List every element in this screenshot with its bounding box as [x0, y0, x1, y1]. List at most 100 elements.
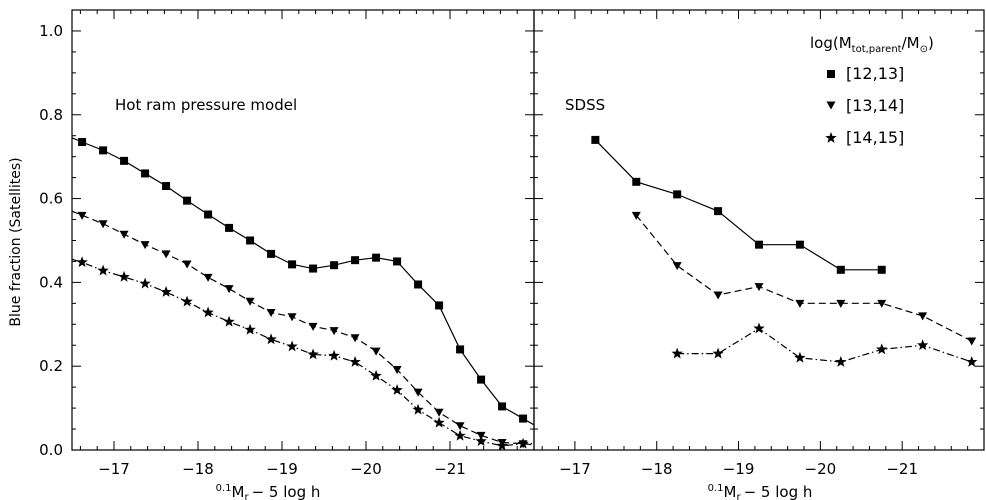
left-data-point-square [288, 260, 297, 269]
legend-marker-star [825, 132, 837, 143]
left-panel-annotation: Hot ram pressure model [115, 96, 297, 114]
left-data-point-triangle-down [182, 260, 192, 269]
x-tick-label: −18 [641, 460, 673, 478]
right-data-point-triangle-down [631, 211, 641, 220]
left-data-point-square [351, 256, 360, 265]
legend-marker-square [827, 70, 835, 78]
x-tick-label: −20 [350, 460, 382, 478]
right-data-point-star [835, 356, 847, 367]
left-data-point-square [162, 182, 171, 190]
left-data-point-square [99, 146, 108, 155]
x-tick-label: −20 [805, 460, 837, 478]
left-data-point-square [477, 375, 486, 384]
right-series-line-square [594, 139, 882, 271]
left-data-point-star [202, 306, 214, 318]
legend-entry-label: [14,15] [846, 128, 904, 147]
panel-sdss: −17 −18 −19 −20 −21 SDSS 0.1Mr − 5 log h log(… [533, 9, 985, 500]
left-data-point-star [286, 340, 298, 352]
left-data-point-triangle-down [392, 366, 402, 375]
left-data-point-star [223, 315, 235, 327]
left-data-point-square [393, 257, 402, 266]
right-series-line-triangle-down [635, 214, 973, 342]
left-data-point-triangle-down [77, 211, 87, 220]
right-data-point-square [795, 240, 804, 249]
right-x-label-prefix: 0.1 [708, 483, 724, 494]
left-data-point-triangle-down [245, 297, 255, 306]
legend-marker-triangle-down [826, 101, 836, 110]
left-data-point-triangle-down [161, 250, 171, 259]
right-data-point-star [916, 339, 929, 351]
left-data-point-star [139, 277, 151, 289]
left-data-point-star [391, 384, 403, 395]
right-data-point-star [966, 356, 978, 367]
left-data-point-square [309, 264, 318, 273]
left-series-line-star [71, 258, 534, 447]
left-series [71, 137, 535, 451]
left-data-point-square [519, 414, 528, 423]
right-data-point-square [714, 207, 723, 216]
right-data-point-triangle-down [795, 299, 805, 308]
left-x-label-sub: r [244, 492, 249, 500]
panel-hot-ram-pressure-model: −17 −18 −19 −20 −21 0.0 0.2 0.4 0.6 0.8 1.0 Hot ra… [39, 9, 535, 500]
left-data-point-star [433, 416, 445, 428]
y-tick-label: 0.6 [39, 190, 63, 208]
left-data-point-star [517, 437, 529, 449]
left-data-point-square [435, 301, 444, 310]
legend-marks [825, 70, 837, 143]
right-x-label-suffix: − 5 log h [744, 483, 813, 500]
legend: log(Mtot,parent/M⊙) [12,13] [13,14] [14,… [810, 34, 934, 147]
right-x-label-sub: r [736, 492, 741, 500]
left-x-label-main: M [232, 483, 245, 500]
legend-entry-label: [13,14] [846, 96, 904, 115]
left-data-point-triangle-down [140, 241, 150, 250]
left-data-point-square [78, 138, 87, 146]
left-data-point-square [141, 169, 150, 178]
x-tick-label: −17 [98, 460, 130, 478]
left-series-line-triangle-down [71, 210, 535, 446]
left-x-label-prefix: 0.1 [216, 483, 232, 494]
left-data-point-star [496, 439, 508, 451]
right-data-point-star [794, 351, 806, 363]
right-series [591, 135, 978, 367]
x-tick-label: −19 [723, 460, 755, 478]
left-data-point-square [498, 402, 507, 411]
left-data-point-square [330, 261, 339, 270]
left-data-point-square [456, 345, 465, 354]
left-data-point-square [414, 280, 423, 289]
right-data-point-square [591, 135, 600, 144]
legend-entry-label: [12,13] [846, 64, 904, 83]
right-data-point-square [836, 265, 845, 274]
left-data-point-triangle-down [98, 220, 108, 229]
left-data-point-triangle-down [350, 334, 360, 343]
left-data-point-triangle-down [308, 322, 318, 331]
left-series-line-square [71, 137, 535, 426]
left-data-point-triangle-down [203, 273, 213, 282]
right-data-point-square [755, 240, 763, 249]
y-tick-label: 0.0 [39, 441, 63, 459]
left-data-point-star [181, 295, 193, 307]
x-tick-label: −21 [434, 460, 466, 478]
right-data-point-star [876, 343, 888, 355]
right-plot-frame [533, 9, 985, 451]
legend-title: log(Mtot,parent/M⊙) [810, 34, 934, 55]
right-panel-annotation: SDSS [565, 96, 605, 114]
left-data-point-star [118, 270, 130, 282]
right-series-line-star [677, 327, 972, 363]
left-data-point-star [265, 333, 277, 345]
y-tick-label: 0.8 [39, 106, 63, 124]
right-data-point-square [877, 265, 886, 274]
left-x-axis-label: 0.1Mr − 5 log h [216, 483, 321, 500]
right-data-point-triangle-down [967, 337, 977, 346]
legend-title-main: log(M [810, 34, 852, 52]
left-data-point-star [160, 286, 172, 297]
left-data-point-star [412, 403, 424, 415]
left-data-point-triangle-down [224, 285, 234, 294]
left-data-point-square [246, 236, 255, 245]
right-data-point-star [753, 322, 765, 334]
left-data-point-triangle-down [413, 388, 423, 397]
left-data-point-square [204, 210, 213, 219]
left-data-point-triangle-down [287, 313, 297, 322]
right-data-point-triangle-down [713, 291, 723, 300]
left-data-point-triangle-down [371, 347, 381, 356]
